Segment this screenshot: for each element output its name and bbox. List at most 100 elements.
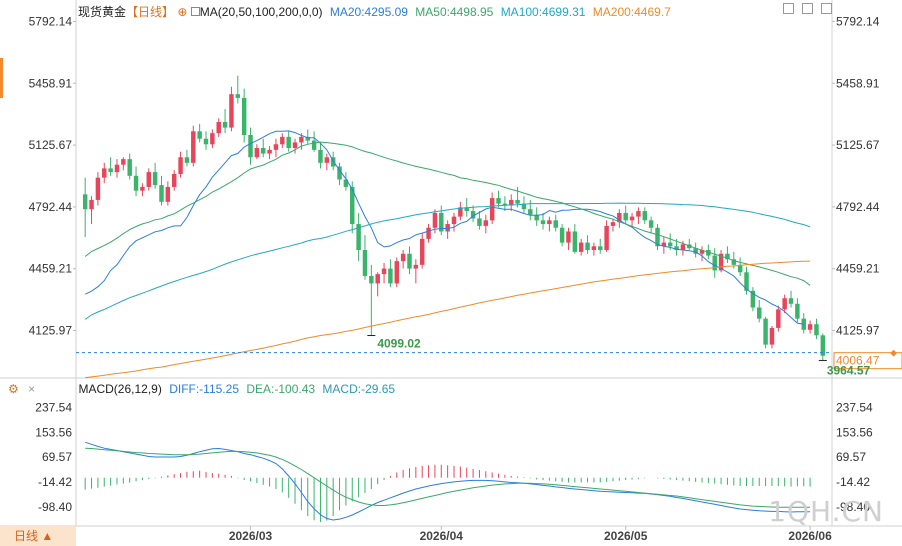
- candle-body: [152, 172, 158, 186]
- candle-body: [337, 166, 342, 180]
- price-axis-left-label: 4459.21: [29, 262, 73, 276]
- macd-label[interactable]: MACD(26,12,9): [78, 382, 162, 396]
- candle-body: [814, 324, 819, 336]
- current-price-marker-icon: ◆: [890, 348, 897, 358]
- candle-body: [782, 298, 787, 310]
- candle-body: [795, 303, 800, 319]
- candle-body: [184, 157, 190, 163]
- candle-body: [788, 298, 794, 304]
- candle-body: [140, 186, 145, 191]
- price-axis-left-label: 5458.91: [29, 76, 73, 90]
- candle-body: [388, 268, 393, 284]
- candle-body: [477, 218, 482, 226]
- candle-body: [407, 253, 412, 269]
- macd-line-diff: [85, 441, 811, 521]
- candle-body: [178, 157, 183, 174]
- price-axis-right-label: 5125.67: [836, 138, 880, 152]
- candle-body: [458, 207, 463, 217]
- candle-body: [114, 164, 120, 173]
- macd-value: MACD:-29.65: [322, 382, 396, 396]
- candle-body: [604, 225, 609, 251]
- period-tag[interactable]: 【日线】: [126, 5, 175, 19]
- price-axis-right-label: 5458.91: [836, 76, 880, 90]
- add-indicator-icon[interactable]: [783, 3, 794, 14]
- candle-body: [642, 211, 647, 221]
- candle-body: [356, 224, 361, 251]
- candle-body: [464, 207, 469, 212]
- candle-body: [330, 157, 336, 167]
- macd-axis-right-label: -98.40: [836, 500, 870, 514]
- candle-body: [807, 324, 813, 330]
- candle-body: [667, 242, 673, 247]
- candle-body: [509, 199, 514, 206]
- active-pane-marker: [0, 58, 3, 98]
- macd-axis-left-label: 237.54: [35, 401, 72, 415]
- macd-axis-left-label: 69.57: [42, 450, 72, 464]
- macd-axis-right-label: 153.56: [836, 425, 873, 439]
- candle-body: [299, 136, 304, 143]
- candle-body: [127, 159, 132, 176]
- candle-body: [229, 94, 234, 128]
- candle-body: [591, 246, 597, 251]
- window-icon[interactable]: [802, 3, 813, 14]
- instrument-title: 现货黄金: [78, 5, 127, 19]
- time-axis-label: 2026/05: [604, 529, 648, 543]
- candle-body: [731, 259, 737, 265]
- candle-body: [776, 309, 781, 328]
- candle-body: [197, 131, 202, 139]
- candle-body: [547, 220, 552, 225]
- candle-body: [451, 216, 457, 225]
- candle-body: [394, 261, 399, 284]
- candle-body: [661, 242, 667, 247]
- candle-body: [737, 264, 743, 273]
- candle-body: [725, 253, 730, 260]
- candle-body: [381, 268, 387, 275]
- candle-body: [286, 136, 291, 148]
- ma-color-swatch-icon: [190, 7, 200, 16]
- macd-dea-value: DEA:-100.43: [246, 382, 316, 396]
- candle-body: [318, 149, 323, 163]
- candle-body: [292, 142, 298, 148]
- ma-line-ma50: [84, 141, 811, 286]
- candle-body: [445, 224, 450, 232]
- candle-body: [521, 203, 527, 210]
- candle-body: [820, 335, 826, 356]
- macd-settings-icon[interactable]: ⚙: [8, 382, 19, 396]
- candle-body: [674, 246, 679, 251]
- candle-body: [311, 140, 317, 150]
- toolbar-icons: [783, 3, 832, 14]
- settings-icon[interactable]: ⊕: [177, 5, 188, 19]
- candle-body: [350, 186, 355, 225]
- candle-body: [496, 198, 501, 204]
- candle-body: [203, 138, 209, 145]
- period-button[interactable]: 日线 ▲: [0, 526, 76, 546]
- price-axis-left-label: 4792.44: [29, 200, 73, 214]
- candle-body: [369, 275, 374, 284]
- macd-close-icon[interactable]: ×: [28, 382, 36, 396]
- close-icon[interactable]: [821, 3, 832, 14]
- price-axis-right-label: 4792.44: [836, 200, 880, 214]
- ma20-value: MA20:4295.09: [329, 5, 408, 19]
- current-price-label: 4006.47: [836, 354, 880, 368]
- time-axis-label: 2026/04: [420, 529, 464, 543]
- ma-label[interactable]: MA(20,50,100,200,0,0): [199, 5, 323, 19]
- candle-body: [680, 244, 686, 251]
- price-axis-left-label: 4125.97: [29, 324, 73, 338]
- candle-body: [280, 136, 285, 145]
- candle-body: [133, 175, 139, 191]
- ma50-value: MA50:4498.95: [415, 5, 494, 19]
- ma200-value: MA200:4469.7: [592, 5, 671, 19]
- candle-body: [248, 135, 253, 158]
- candle-body: [216, 122, 221, 134]
- ma-line-ma20: [84, 130, 804, 325]
- time-axis-label: 2026/06: [788, 529, 832, 543]
- candle-body: [241, 97, 247, 136]
- candle-body: [305, 136, 310, 141]
- candle-body: [578, 242, 584, 252]
- candle-body: [89, 199, 94, 210]
- candle-body: [489, 198, 495, 221]
- candle-body: [362, 250, 368, 276]
- macd-axis-left-label: -14.42: [38, 475, 72, 489]
- candle-body: [598, 246, 603, 251]
